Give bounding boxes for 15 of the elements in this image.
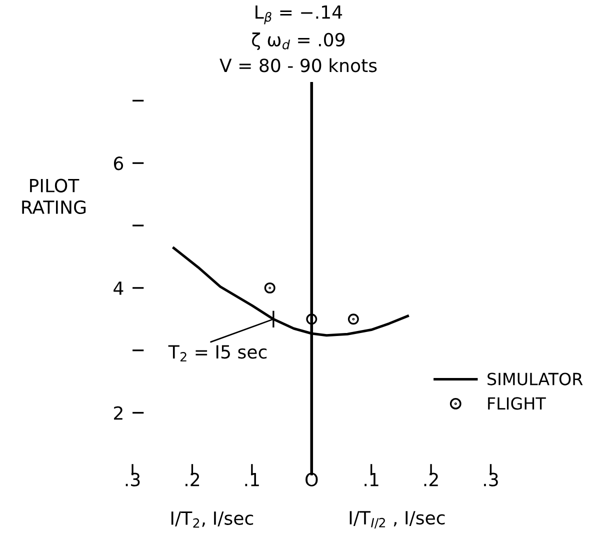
annotation: T$_{2}$ = I5 sec	[168, 345, 267, 362]
y-tick-label: 4	[114, 282, 124, 295]
chart-title: L$_{β}$ = −.14 ζ ω$_{d}$ = .09 V = 80 - 90 knots	[220, 6, 377, 72]
y-tick-label: 2	[114, 406, 122, 420]
legend-label: FLIGHT	[488, 397, 546, 410]
x-tick-label: .1	[245, 472, 259, 486]
x-axis-title: I/T$_{2}$, I/sec	[171, 512, 254, 528]
x-tick-label: .3	[484, 472, 498, 486]
x-tick-label: .3	[126, 472, 140, 486]
y-tick-label: 6	[114, 156, 124, 170]
text: I/T$_{I/2}$ , I/sec	[350, 511, 445, 528]
x-tick-label: .2	[186, 472, 200, 486]
y-axis-title: PILOT RATING	[22, 178, 86, 214]
x-tick-label: .2	[424, 472, 438, 486]
legend-label: SIMULATOR	[488, 372, 583, 386]
